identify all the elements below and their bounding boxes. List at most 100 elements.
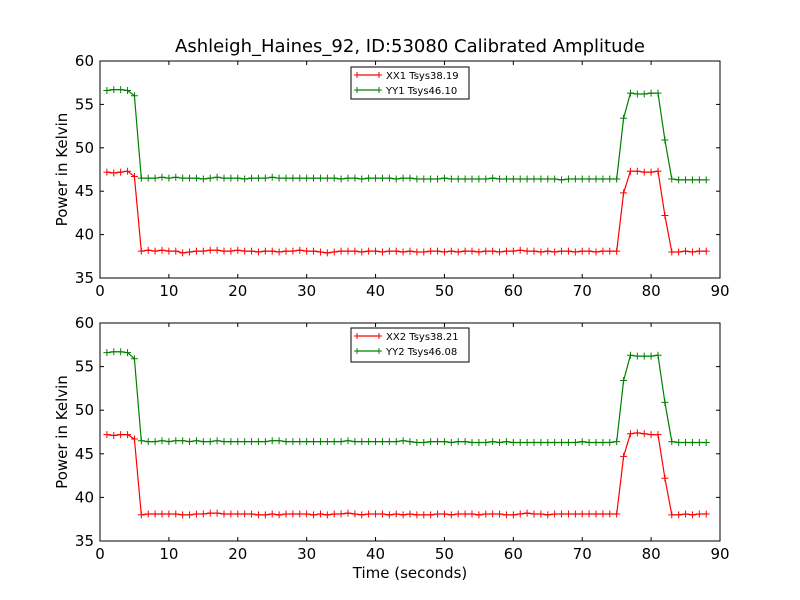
data-point xyxy=(241,247,249,255)
data-point xyxy=(365,510,373,518)
data-point xyxy=(502,175,510,183)
data-point xyxy=(206,246,214,254)
x-tick-label: 60 xyxy=(504,545,523,563)
data-point xyxy=(551,438,559,446)
data-point xyxy=(613,510,621,518)
x-tick-label: 30 xyxy=(297,545,316,563)
data-point xyxy=(633,90,641,98)
data-point xyxy=(186,438,194,446)
data-point xyxy=(275,174,283,182)
data-point xyxy=(199,438,207,446)
data-point xyxy=(606,510,614,518)
data-point xyxy=(454,438,462,446)
data-point xyxy=(399,511,407,519)
data-point xyxy=(254,438,262,446)
data-point xyxy=(654,89,662,97)
series-area xyxy=(103,86,710,257)
data-point xyxy=(496,510,504,518)
data-point xyxy=(158,510,166,518)
data-point xyxy=(406,174,414,182)
data-point xyxy=(330,248,338,256)
x-tick-label: 70 xyxy=(573,545,592,563)
data-point xyxy=(640,168,648,176)
data-point xyxy=(234,438,242,446)
data-point xyxy=(130,435,138,443)
data-point xyxy=(186,248,194,256)
data-point xyxy=(103,349,111,357)
data-point xyxy=(571,510,579,518)
data-point xyxy=(434,510,442,518)
x-tick-label: 40 xyxy=(366,545,385,563)
data-point xyxy=(378,438,386,446)
data-point xyxy=(192,247,200,255)
data-point xyxy=(447,247,455,255)
data-point xyxy=(564,438,572,446)
data-point xyxy=(130,92,138,100)
y-tick-label: 40 xyxy=(75,226,94,244)
data-point xyxy=(599,175,607,183)
data-point xyxy=(179,511,187,519)
data-point xyxy=(316,174,324,182)
data-point xyxy=(172,247,180,255)
data-point xyxy=(585,175,593,183)
data-point xyxy=(578,510,586,518)
data-point xyxy=(454,510,462,518)
data-point xyxy=(440,248,448,256)
data-point xyxy=(261,438,269,446)
data-point xyxy=(427,511,435,519)
data-point xyxy=(172,437,180,445)
data-point xyxy=(344,174,352,182)
data-point xyxy=(509,247,517,255)
data-point xyxy=(482,175,490,183)
data-point xyxy=(103,87,111,95)
axes-frame xyxy=(99,60,721,279)
data-point xyxy=(372,438,380,446)
data-point xyxy=(303,247,311,255)
data-point xyxy=(117,86,125,94)
data-point xyxy=(372,247,380,255)
data-point xyxy=(682,247,690,255)
data-point xyxy=(502,511,510,519)
data-point xyxy=(523,509,531,517)
data-point xyxy=(620,452,628,460)
data-point xyxy=(310,247,318,255)
bottom-subplot: 0 10 20 30 40 50 60 70 80 90 35 40 45 50 55 60 Power in … xyxy=(53,314,730,582)
data-point xyxy=(192,174,200,182)
data-point xyxy=(275,511,283,519)
data-point xyxy=(447,438,455,446)
data-point xyxy=(668,248,676,256)
x-tick-label: 90 xyxy=(710,545,729,563)
data-point xyxy=(406,510,414,518)
y-axis-label: Power in Kelvin xyxy=(53,375,71,489)
data-point xyxy=(234,510,242,518)
legend-box xyxy=(350,66,470,100)
data-point xyxy=(275,248,283,256)
data-point xyxy=(516,438,524,446)
data-point xyxy=(668,438,676,446)
data-point xyxy=(296,246,304,254)
data-point xyxy=(378,174,386,182)
data-point xyxy=(633,352,641,360)
legend-entry: YY2 Tsys46.08 xyxy=(385,347,457,358)
data-point xyxy=(399,437,407,445)
data-point xyxy=(675,248,683,256)
data-point xyxy=(186,174,194,182)
data-point xyxy=(558,247,566,255)
data-point xyxy=(220,247,228,255)
data-point xyxy=(599,247,607,255)
data-point xyxy=(310,511,318,519)
data-point xyxy=(227,174,235,182)
data-point xyxy=(310,174,318,182)
data-point xyxy=(688,176,696,184)
data-point xyxy=(578,438,586,446)
data-point xyxy=(544,511,552,519)
data-point xyxy=(337,510,345,518)
data-point xyxy=(702,247,710,255)
y-tick-label: 35 xyxy=(75,532,94,550)
data-point xyxy=(564,247,572,255)
data-point xyxy=(110,169,118,177)
data-point xyxy=(261,247,269,255)
data-point xyxy=(172,173,180,181)
data-point xyxy=(248,174,256,182)
data-point xyxy=(268,437,276,445)
